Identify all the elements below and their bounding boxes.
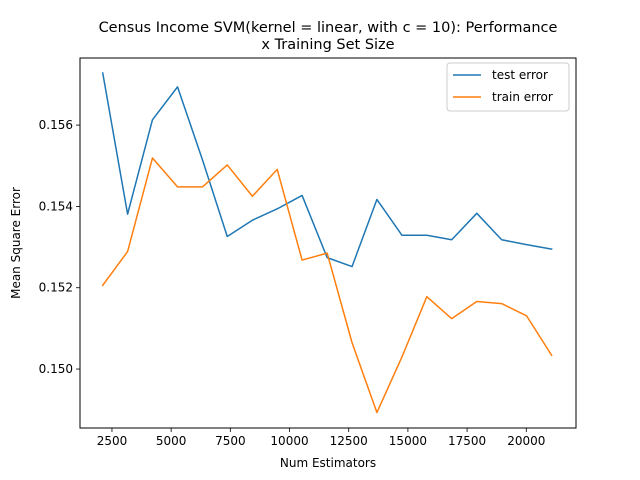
series-line-test-error	[101, 72, 553, 268]
series-line-train-error	[101, 157, 553, 414]
chart-title-line-1: Census Income SVM(kernel = linear, with …	[99, 20, 558, 36]
plot-frame	[79, 57, 577, 429]
x-tick-label: 17500	[448, 434, 486, 448]
legend-label-test-error: test error	[492, 68, 548, 82]
y-tick-label: 0.150	[39, 362, 73, 376]
x-tick-label: 20000	[507, 434, 545, 448]
y-tick-label: 0.152	[39, 281, 73, 295]
x-tick-label: 7500	[215, 434, 246, 448]
legend: test error train error	[446, 62, 570, 112]
x-ticks: 2500 5000 7500 10000 12500 15000 17500 20000	[97, 428, 545, 448]
y-tick-label: 0.154	[39, 199, 73, 213]
x-axis-label: Num Estimators	[280, 456, 376, 470]
x-tick-label: 2500	[97, 434, 128, 448]
y-tick-label: 0.156	[39, 118, 73, 132]
legend-label-train-error: train error	[492, 90, 553, 104]
series-lines	[101, 72, 553, 414]
chart-title-line-2: x Training Set Size	[261, 37, 394, 53]
x-tick-label: 5000	[156, 434, 187, 448]
y-axis-label: Mean Square Error	[9, 187, 23, 299]
x-tick-label: 12500	[330, 434, 368, 448]
x-tick-label: 10000	[270, 434, 308, 448]
x-tick-label: 15000	[389, 434, 427, 448]
y-ticks: 0.150 0.152 0.154 0.156	[39, 118, 80, 376]
